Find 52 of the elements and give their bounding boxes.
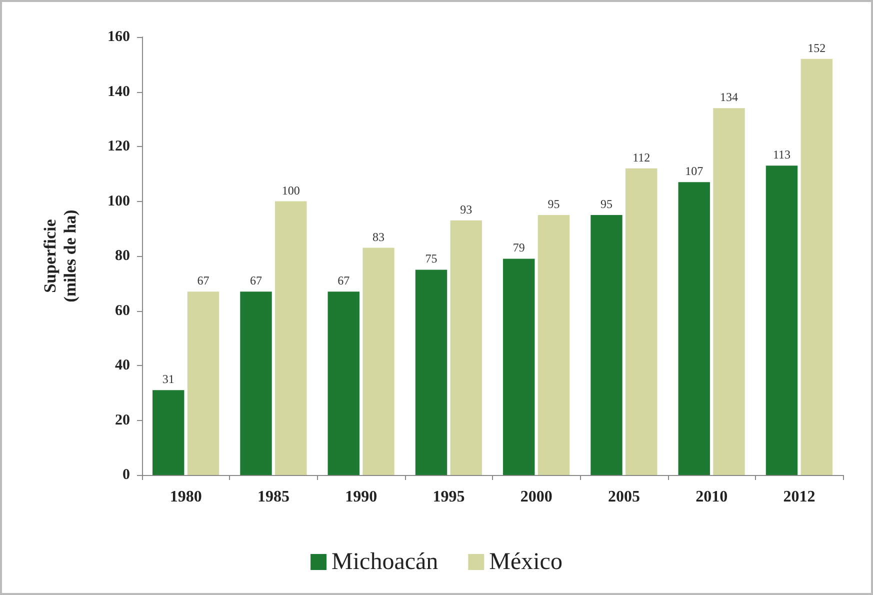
bar — [415, 270, 448, 475]
y-tick-label: 100 — [108, 193, 130, 210]
data-label: 83 — [372, 230, 385, 244]
x-tick-label: 2010 — [696, 488, 728, 506]
x-tick-label: 2012 — [783, 488, 816, 506]
bar — [503, 258, 535, 475]
data-label: 134 — [720, 90, 738, 104]
data-label: 67 — [197, 274, 210, 288]
bar — [538, 214, 570, 475]
data-label: 31 — [162, 372, 174, 386]
x-tick-label: 1990 — [345, 488, 378, 506]
y-tick-label: 80 — [115, 248, 130, 264]
bar — [187, 292, 220, 475]
data-label: 75 — [425, 252, 438, 266]
y-tick-label: 20 — [115, 412, 130, 428]
x-tick-label: 1980 — [170, 488, 202, 506]
data-label: 152 — [808, 40, 826, 55]
bar — [275, 201, 307, 475]
legend-label: Michoacán — [332, 549, 438, 575]
y-axis-title: Superficie (miles de ha) — [40, 210, 80, 302]
x-tick-label: 2000 — [520, 488, 552, 506]
bar — [328, 292, 360, 475]
bar — [800, 58, 832, 475]
y-tick-label: 160 — [108, 29, 130, 45]
bar — [766, 166, 798, 475]
y-tick-label: 60 — [115, 302, 130, 319]
y-tick-label: 40 — [115, 358, 130, 374]
bar — [240, 292, 272, 475]
data-label: 100 — [282, 183, 300, 198]
data-label: 67 — [250, 274, 262, 288]
legend-label: México — [489, 549, 562, 575]
x-tick-label: 1995 — [432, 488, 465, 506]
bar — [590, 214, 622, 475]
y-tick-label: 0 — [122, 467, 130, 483]
bar — [450, 220, 482, 475]
data-label: 79 — [512, 240, 525, 255]
bar — [152, 390, 184, 475]
x-tick-label: 1985 — [257, 488, 290, 506]
bar — [678, 182, 710, 475]
data-label: 95 — [548, 196, 560, 211]
data-label: 112 — [632, 150, 650, 164]
y-tick-label: 120 — [108, 138, 130, 154]
data-label: 67 — [338, 274, 350, 288]
bar — [626, 168, 658, 475]
y-tick-label: 140 — [108, 84, 130, 100]
bar — [362, 248, 394, 475]
data-label: 95 — [600, 196, 612, 211]
bar — [713, 108, 745, 475]
data-label: 93 — [460, 202, 472, 216]
data-label: 113 — [772, 148, 791, 162]
x-tick-label: 2005 — [608, 488, 640, 506]
data-label: 107 — [685, 164, 704, 178]
